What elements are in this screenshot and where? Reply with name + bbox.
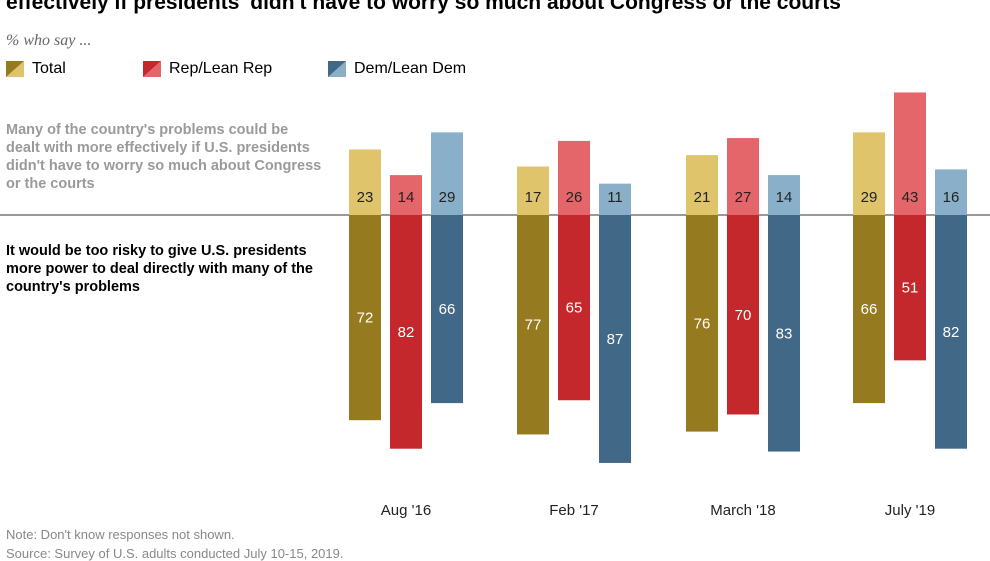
bar-above-rep-lean-rep-2	[727, 138, 759, 215]
value-label-above-dem-lean-dem-2: 14	[776, 189, 793, 206]
bar-above-total-3	[853, 132, 885, 215]
value-label-above-total-1: 17	[525, 189, 542, 206]
bar-above-dem-lean-dem-1	[599, 183, 631, 215]
bar-above-dem-lean-dem-0	[431, 132, 463, 215]
value-label-above-rep-lean-rep-2: 27	[735, 189, 752, 206]
bar-above-dem-lean-dem-3	[935, 169, 967, 215]
legend-swatch-total	[6, 61, 24, 77]
source-note: Source: Survey of U.S. adults conducted …	[6, 546, 344, 561]
legend-item-dem: Dem/Lean Dem	[328, 60, 466, 78]
legend-label-dem: Dem/Lean Dem	[354, 60, 467, 77]
chart-subtitle: % who say ...	[6, 32, 92, 49]
bar-below-rep-lean-rep-0	[390, 215, 422, 449]
bar-below-rep-lean-rep-2	[727, 215, 759, 415]
bar-above-rep-lean-rep-3	[894, 92, 926, 215]
value-label-below-rep-lean-rep-3: 51	[902, 280, 919, 297]
bar-above-total-1	[517, 166, 549, 215]
value-label-below-rep-lean-rep-2: 70	[735, 307, 752, 324]
x-tick-label-2: March '18	[710, 502, 775, 519]
value-label-above-rep-lean-rep-3: 43	[902, 189, 919, 206]
value-label-above-dem-lean-dem-3: 16	[943, 189, 960, 206]
label-top-statement: Many of the country's problems could be …	[6, 122, 322, 192]
value-label-below-dem-lean-dem-0: 66	[439, 301, 456, 318]
bar-above-dem-lean-dem-2	[768, 175, 800, 215]
value-label-below-dem-lean-dem-1: 87	[607, 331, 624, 348]
label-bottom-statement: It would be too risky to give U.S. presi…	[6, 243, 313, 295]
x-tick-label-1: Feb '17	[549, 502, 599, 519]
legend-label-rep: Rep/Lean Rep	[169, 60, 273, 77]
bar-above-total-2	[686, 155, 718, 215]
value-label-below-total-1: 77	[525, 317, 542, 334]
bar-above-total-0	[349, 149, 381, 215]
x-tick-label-0: Aug '16	[381, 502, 431, 519]
bar-below-total-1	[517, 215, 549, 435]
bar-below-dem-lean-dem-1	[599, 215, 631, 463]
legend-item-rep: Rep/Lean Rep	[143, 60, 272, 78]
bar-above-rep-lean-rep-1	[558, 140, 590, 215]
bar-below-total-2	[686, 215, 718, 432]
value-label-below-total-2: 76	[694, 315, 711, 332]
x-tick-labels: Aug '16 Feb '17 March '18 July '19	[381, 502, 935, 519]
value-label-below-dem-lean-dem-3: 82	[943, 324, 960, 341]
bar-below-rep-lean-rep-1	[558, 215, 590, 401]
value-label-below-total-3: 66	[861, 301, 878, 318]
bar-below-total-0	[349, 215, 381, 421]
value-label-below-rep-lean-rep-1: 65	[566, 300, 583, 317]
legend-swatch-rep	[143, 61, 161, 77]
bar-below-dem-lean-dem-3	[935, 215, 967, 449]
chart-title: effectively if presidents' didn't have t…	[6, 0, 841, 14]
value-label-above-total-0: 23	[357, 189, 374, 206]
footnote: Note: Don't know responses not shown.	[6, 527, 235, 542]
value-label-above-total-2: 21	[694, 189, 711, 206]
bar-below-rep-lean-rep-3	[894, 215, 926, 361]
x-tick-label-3: July '19	[885, 502, 935, 519]
bar-below-dem-lean-dem-0	[431, 215, 463, 404]
bar-below-total-3	[853, 215, 885, 404]
value-label-above-dem-lean-dem-0: 29	[439, 189, 456, 206]
legend-swatch-dem	[328, 61, 346, 77]
bar-above-rep-lean-rep-0	[390, 175, 422, 215]
value-label-above-dem-lean-dem-1: 11	[607, 189, 623, 206]
legend-item-total: Total	[6, 60, 66, 78]
value-label-above-total-3: 29	[861, 189, 878, 206]
value-label-above-rep-lean-rep-1: 26	[566, 189, 583, 206]
bars-group: 23 72 14 82 29 66 17 77 26 65 11 87 21 76 27 70 14 83 29 66…	[349, 92, 967, 463]
bar-below-dem-lean-dem-2	[768, 215, 800, 452]
legend-label-total: Total	[32, 60, 66, 77]
value-label-above-rep-lean-rep-0: 14	[398, 189, 415, 206]
value-label-below-dem-lean-dem-2: 83	[776, 325, 793, 342]
value-label-below-total-0: 72	[357, 310, 374, 327]
value-label-below-rep-lean-rep-0: 82	[398, 324, 415, 341]
